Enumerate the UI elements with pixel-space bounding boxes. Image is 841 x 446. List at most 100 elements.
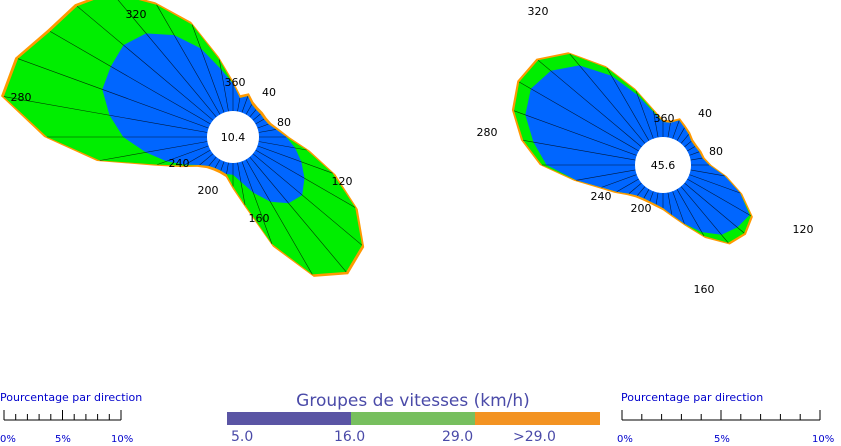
rose-spoke (628, 182, 642, 194)
direction-label-200: 200 (631, 202, 652, 215)
rose-spoke (157, 145, 209, 165)
rose-spoke (237, 162, 246, 205)
rose-spoke (513, 110, 637, 156)
rose-spoke (249, 109, 257, 118)
scale-left-tick-5: 5% (55, 434, 71, 445)
direction-label-120: 120 (793, 223, 814, 236)
rose-spoke (576, 169, 636, 181)
rose-spoke (676, 127, 685, 141)
rose-spoke (3, 96, 208, 133)
rose-spoke (690, 157, 703, 161)
wind-rose-left: 10.4 40 80 120 160 200 240 280 320 360 (1, 0, 365, 277)
rose-spoke (680, 134, 689, 144)
calm-value: 10.4 (221, 131, 246, 144)
rose-spoke (208, 156, 217, 167)
direction-label-160: 160 (249, 212, 270, 225)
rose-spoke (519, 81, 639, 152)
direction-label-240: 240 (591, 190, 612, 203)
rose-spoke (258, 141, 307, 151)
rose-spoke (219, 59, 229, 112)
wind-rose-right: 45.6 40 80 120 160 200 240 280 320 360 (477, 5, 814, 296)
rose-spoke (601, 174, 637, 188)
scale-right: Pourcentage par direction 0% 5% 10% (617, 391, 834, 445)
direction-label-280: 280 (11, 91, 32, 104)
rose-spoke (191, 24, 225, 113)
rose-spoke (635, 90, 654, 139)
direction-label-200: 200 (198, 184, 219, 197)
rose-spoke (257, 145, 333, 174)
scale-right-ticks (621, 410, 821, 421)
rose-spoke (537, 59, 642, 148)
legend-label-5: 5.0 (231, 429, 253, 445)
speed-legend: Groupes de vitesses (km/h) 5.0 16.0 29.0… (227, 391, 600, 445)
rose-spoke (117, 0, 217, 118)
scale-left-tick-0: 0% (0, 434, 16, 445)
legend-title: Groupes de vitesses (km/h) (296, 391, 530, 411)
rose-spoke (17, 58, 209, 129)
rose-spoke (667, 122, 671, 138)
rose-spoke (637, 186, 646, 196)
rose-spoke (689, 174, 741, 194)
rose-spoke (252, 113, 261, 121)
direction-label-40: 40 (262, 86, 276, 99)
rose-spoke (687, 178, 752, 216)
direction-label-320: 320 (528, 5, 549, 18)
rose-spoke (49, 31, 211, 125)
direction-label-240: 240 (169, 157, 190, 170)
rose-spoke (523, 140, 636, 161)
direction-label-360: 360 (654, 112, 675, 125)
rose-spoke (667, 192, 673, 215)
rose-spoke (199, 153, 214, 166)
scale-left-tick-10: 10% (111, 434, 133, 445)
rose-spoke (214, 159, 221, 169)
rose-spokes (3, 0, 363, 275)
rose-spoke (99, 141, 208, 161)
calm-value: 45.6 (651, 159, 676, 172)
rose-spoke (684, 140, 692, 148)
rose-spoke (672, 191, 685, 224)
calm-circle (635, 137, 691, 193)
rose-spoke (183, 149, 211, 166)
legend-label-16: 16.0 (334, 429, 365, 445)
rose-spoke (255, 149, 356, 208)
direction-label-360: 360 (225, 76, 246, 89)
scale-left-ticks (3, 410, 122, 421)
rose-spoke (241, 95, 249, 113)
rose-spoke (569, 53, 646, 144)
direction-label-120: 120 (332, 175, 353, 188)
rose-spoke (226, 162, 229, 175)
legend-swatch-1 (227, 412, 351, 425)
rose-spoke (643, 189, 650, 199)
scale-right-tick-10: 10% (812, 434, 834, 445)
rose-spoke (655, 192, 659, 205)
direction-label-80: 80 (709, 145, 723, 158)
scale-right-tick-5: 5% (714, 434, 730, 445)
scale-left-title: Pourcentage par direction (0, 391, 142, 404)
direction-label-160: 160 (694, 283, 715, 296)
scale-right-title: Pourcentage par direction (621, 391, 763, 404)
rose-band-5-16 (102, 33, 305, 204)
rose-spoke (220, 161, 225, 171)
direction-label-280: 280 (477, 126, 498, 139)
rose-spoke (252, 153, 363, 246)
scale-left: Pourcentage par direction 0% 5% 10% (0, 391, 142, 445)
direction-label-320: 320 (126, 8, 147, 21)
calm-circle (207, 111, 259, 163)
rose-spoke (257, 123, 269, 129)
rose-spoke (76, 5, 214, 121)
rose-spoke (255, 118, 265, 125)
rose-spoke (258, 129, 276, 133)
scale-right-tick-0: 0% (617, 434, 633, 445)
rose-spoke (689, 151, 700, 156)
rose-spoke (680, 186, 729, 243)
rose-spoke (237, 97, 241, 112)
rose-spokes (513, 53, 752, 243)
rose-spoke (245, 159, 313, 275)
rose-spoke (649, 191, 654, 202)
rose-spoke (687, 146, 696, 152)
direction-label-80: 80 (277, 116, 291, 129)
rose-spoke (684, 182, 745, 234)
rose-spoke (616, 178, 639, 193)
rose-spoke (606, 67, 650, 141)
